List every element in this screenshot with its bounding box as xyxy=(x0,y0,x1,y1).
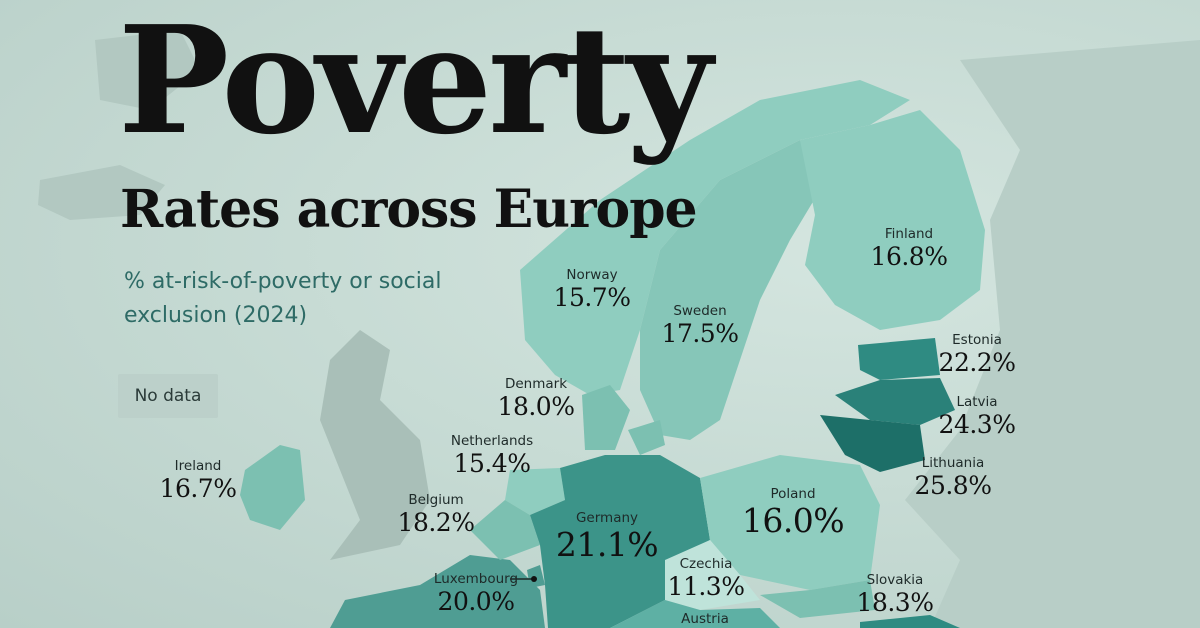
country-value: 22.2% xyxy=(938,348,1016,377)
country-value: 24.3% xyxy=(938,410,1016,439)
russia-shape xyxy=(905,40,1200,628)
austria-shape xyxy=(610,600,780,628)
latvia-shape xyxy=(835,378,955,425)
ireland-shape xyxy=(240,445,305,530)
denmark-shape xyxy=(582,385,630,450)
country-name: Finland xyxy=(884,226,934,242)
label-poland: Poland 16.0% xyxy=(741,486,845,540)
country-value: 18.2% xyxy=(397,508,475,537)
finland-shape xyxy=(800,110,985,330)
country-name: Denmark xyxy=(504,376,568,392)
label-germany: Germany 21.1% xyxy=(555,510,659,564)
map-caption: % at-risk-of-poverty or social exclusion… xyxy=(124,269,442,328)
sweden-shape xyxy=(640,140,820,440)
country-name: Latvia xyxy=(956,394,998,410)
label-ireland: Ireland 16.7% xyxy=(160,458,237,504)
country-value: 16.0% xyxy=(741,501,845,540)
luxembourg-marker xyxy=(531,576,537,582)
label-denmark: Denmark 18.0% xyxy=(498,376,575,422)
country-name: Ireland xyxy=(174,458,222,474)
country-name: Luxembourg xyxy=(433,571,519,587)
belgium-shape xyxy=(470,500,540,560)
country-value: 15.4% xyxy=(453,449,531,478)
country-value: 16.8% xyxy=(870,242,948,271)
czechia-shape xyxy=(665,540,760,610)
country-name: Austria xyxy=(681,611,729,627)
country-name: Belgium xyxy=(408,492,464,508)
country-value: 18.0% xyxy=(497,392,575,421)
label-latvia: Latvia 24.3% xyxy=(939,394,1016,440)
netherlands-shape xyxy=(505,468,565,515)
slovakia-shape xyxy=(760,580,875,618)
label-sweden: Sweden 17.5% xyxy=(662,303,739,349)
label-lithuania: Lithuania 25.8% xyxy=(915,455,992,501)
label-estonia: Estonia 22.2% xyxy=(939,332,1016,378)
country-value: 25.8% xyxy=(914,471,992,500)
denmark-island-shape xyxy=(628,420,665,455)
label-austria: Austria xyxy=(681,611,729,627)
country-name: Lithuania xyxy=(921,455,985,471)
hungary-shape xyxy=(860,615,960,628)
country-value: 21.1% xyxy=(555,525,659,564)
country-value: 11.3% xyxy=(667,572,745,601)
great-britain-shape xyxy=(320,330,430,560)
country-name: Netherlands xyxy=(450,433,534,449)
luxembourg-shape xyxy=(527,565,545,588)
country-value: 20.0% xyxy=(437,587,515,616)
country-name: Norway xyxy=(566,267,618,283)
country-name: Czechia xyxy=(679,556,733,572)
country-value: 15.7% xyxy=(553,283,631,312)
iceland-shape xyxy=(38,165,165,220)
label-finland: Finland 16.8% xyxy=(871,226,948,272)
country-value: 18.3% xyxy=(856,588,934,617)
country-name: Germany xyxy=(575,510,639,526)
country-name: Estonia xyxy=(952,332,1002,348)
lithuania-shape xyxy=(820,415,925,472)
page-subtitle: Rates across Europe xyxy=(120,179,698,240)
label-norway: Norway 15.7% xyxy=(554,267,631,313)
label-luxembourg: Luxembourg 20.0% xyxy=(434,571,518,617)
country-name: Sweden xyxy=(673,303,727,319)
norway-shape xyxy=(520,80,910,395)
label-slovakia: Slovakia 18.3% xyxy=(857,572,934,618)
no-data-legend: No data xyxy=(118,374,218,418)
country-name: Slovakia xyxy=(866,572,924,588)
france-shape xyxy=(330,555,545,628)
greenland-shape xyxy=(95,30,200,110)
country-name: Poland xyxy=(770,486,816,502)
country-value: 17.5% xyxy=(661,319,739,348)
label-czechia: Czechia 11.3% xyxy=(668,556,745,602)
label-netherlands: Netherlands 15.4% xyxy=(451,433,533,479)
page-title: Poverty xyxy=(118,0,713,167)
estonia-shape xyxy=(858,338,940,380)
poland-shape xyxy=(700,455,880,590)
label-belgium: Belgium 18.2% xyxy=(398,492,475,538)
country-value: 16.7% xyxy=(159,474,237,503)
